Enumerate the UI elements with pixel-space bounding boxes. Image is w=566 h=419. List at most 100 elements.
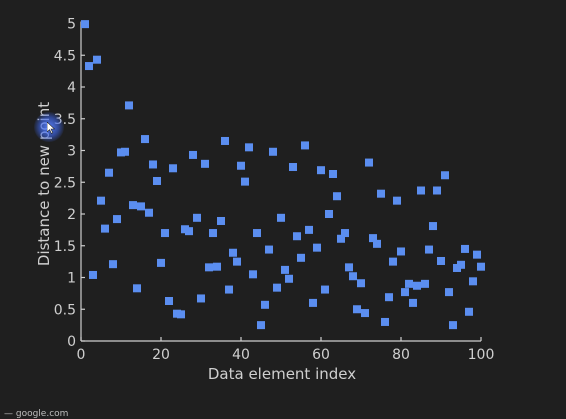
- data-point: [169, 164, 177, 173]
- y-tick-label: 0.5: [54, 302, 76, 318]
- data-point: [297, 253, 305, 262]
- data-point: [121, 147, 129, 156]
- data-point: [373, 239, 381, 248]
- data-point: [337, 234, 345, 243]
- data-point: [205, 263, 213, 272]
- data-point: [197, 294, 205, 303]
- y-tick-label: 4: [67, 80, 76, 96]
- data-point: [293, 232, 301, 241]
- y-tick-label: 5: [67, 17, 76, 33]
- data-point: [209, 229, 217, 238]
- data-point: [217, 216, 225, 225]
- data-point: [313, 243, 321, 252]
- data-point: [285, 274, 293, 283]
- data-point: [417, 186, 425, 195]
- data-point: [329, 170, 337, 178]
- data-point: [473, 250, 481, 259]
- data-point: [405, 279, 413, 288]
- data-point: [365, 158, 373, 167]
- axes: [80, 21, 482, 342]
- data-point: [277, 213, 285, 222]
- data-point: [341, 229, 349, 238]
- data-point: [201, 159, 209, 168]
- data-point: [185, 227, 193, 236]
- data-point: [141, 135, 149, 144]
- data-point: [153, 176, 161, 185]
- data-point: [393, 196, 401, 205]
- data-point: [353, 305, 361, 314]
- data-point: [249, 270, 257, 279]
- data-point: [105, 168, 113, 177]
- data-point: [445, 288, 453, 297]
- data-point: [149, 160, 157, 169]
- data-points: [81, 20, 485, 330]
- y-tick-label: 0: [67, 334, 76, 350]
- y-tick-label: 1.5: [54, 239, 76, 255]
- data-point: [97, 196, 105, 205]
- data-point: [317, 166, 325, 175]
- data-point: [289, 163, 297, 172]
- x-tick-label: 80: [392, 347, 410, 363]
- data-point: [273, 283, 281, 292]
- data-point: [409, 298, 417, 307]
- data-point: [225, 285, 233, 294]
- data-point: [101, 224, 109, 233]
- data-point: [145, 208, 153, 217]
- data-point: [369, 234, 377, 243]
- data-point: [133, 284, 141, 293]
- x-tick-label: 40: [232, 347, 250, 363]
- data-point: [361, 309, 369, 318]
- y-axis-label: Distance to new point: [35, 102, 53, 266]
- data-point: [477, 262, 485, 271]
- data-point: [301, 141, 309, 150]
- data-point: [269, 147, 277, 156]
- data-point: [177, 310, 185, 319]
- x-axis-label: Data element index: [208, 365, 356, 383]
- data-point: [449, 321, 457, 330]
- data-point: [261, 300, 269, 309]
- data-point: [457, 260, 465, 269]
- data-point: [85, 62, 93, 71]
- data-point: [413, 281, 421, 290]
- data-point: [437, 256, 445, 265]
- mouse-cursor-icon: [47, 122, 56, 134]
- data-point: [233, 257, 241, 266]
- data-point: [281, 265, 289, 274]
- data-point: [189, 150, 197, 159]
- data-point: [113, 215, 121, 224]
- data-point: [229, 248, 237, 257]
- data-point: [389, 257, 397, 266]
- data-point: [109, 260, 117, 269]
- data-point: [161, 229, 169, 238]
- data-point: [429, 222, 437, 231]
- data-point: [381, 317, 389, 326]
- data-point: [213, 262, 221, 271]
- data-point: [309, 298, 317, 307]
- data-point: [221, 136, 229, 145]
- data-point: [245, 143, 253, 152]
- data-point: [93, 55, 101, 64]
- data-point: [349, 272, 357, 281]
- data-point: [425, 245, 433, 254]
- data-point: [265, 245, 273, 254]
- data-point: [333, 192, 341, 201]
- data-point: [237, 161, 245, 170]
- data-point: [461, 244, 469, 253]
- data-point: [465, 307, 473, 316]
- y-tick-label: 3: [67, 144, 76, 160]
- y-tick-label: 1: [67, 271, 76, 287]
- data-point: [385, 293, 393, 302]
- y-tick-label: 2: [67, 207, 76, 223]
- x-tick-label: 20: [152, 347, 170, 363]
- data-point: [81, 20, 89, 29]
- data-point: [401, 288, 409, 297]
- data-point: [137, 202, 145, 211]
- y-tick-label: 2.5: [54, 175, 76, 191]
- data-point: [193, 213, 201, 222]
- data-point: [377, 189, 385, 198]
- x-tick-label: 0: [77, 347, 86, 363]
- data-point: [421, 279, 429, 288]
- footer-text: — google.com: [4, 409, 69, 419]
